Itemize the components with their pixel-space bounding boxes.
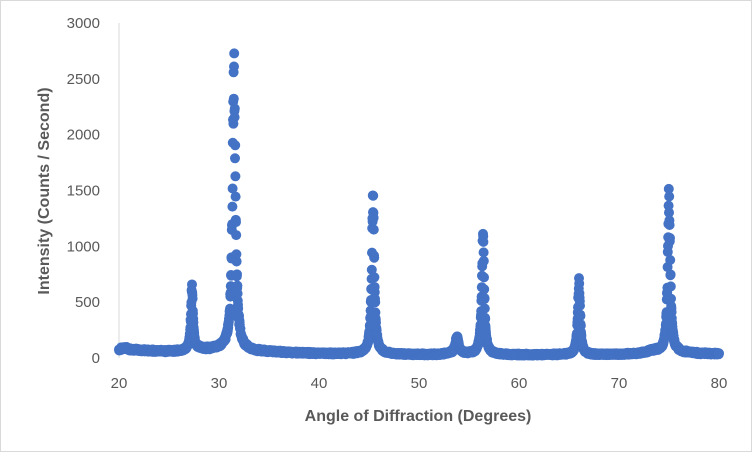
x-tick-label: 50: [411, 375, 428, 392]
data-point: [187, 293, 198, 304]
data-point: [665, 281, 676, 292]
data-point: [368, 224, 379, 235]
data-point: [665, 269, 676, 280]
data-point: [227, 183, 238, 194]
y-tick-label: 2500: [67, 71, 100, 88]
data-point: [479, 284, 490, 295]
data-point: [714, 348, 724, 359]
x-axis-title: Angle of Diffraction (Degrees): [305, 408, 532, 425]
data-point: [229, 48, 240, 59]
data-point: [368, 190, 379, 201]
data-point: [227, 201, 238, 212]
y-tick-labels: 0 500 1000 1500 2000 2500 3000: [67, 15, 100, 367]
x-tick-label: 80: [711, 375, 728, 392]
data-point: [232, 269, 242, 280]
data-point: [478, 236, 489, 247]
y-tick-label: 500: [75, 294, 100, 311]
data-point: [479, 303, 490, 314]
data-point: [366, 264, 377, 275]
data-point: [664, 219, 675, 230]
data-point: [478, 247, 489, 258]
data-point: [230, 140, 241, 151]
x-tick-label: 20: [111, 375, 128, 392]
data-point: [231, 256, 242, 267]
data-point: [230, 153, 240, 164]
data-point: [574, 278, 585, 289]
data-point: [231, 217, 241, 228]
data-point: [368, 212, 379, 223]
y-tick-label: 0: [92, 350, 100, 367]
x-tick-label: 60: [511, 375, 528, 392]
data-point: [370, 297, 381, 308]
x-tick-label: 70: [611, 375, 628, 392]
data-point: [479, 272, 489, 283]
data-point: [575, 310, 586, 321]
data-point: [187, 279, 197, 290]
y-axis-title: Intensity (Counts / Second): [36, 87, 53, 294]
x-tick-label: 40: [311, 375, 328, 392]
y-tick-label: 2000: [67, 127, 100, 144]
data-point: [229, 61, 239, 72]
data-point: [232, 288, 243, 299]
y-tick-label: 1500: [67, 183, 100, 200]
data-point: [225, 303, 235, 314]
data-point: [665, 233, 675, 244]
data-point: [665, 255, 676, 265]
data-point: [369, 252, 380, 263]
data-point: [664, 207, 674, 218]
data-point: [231, 230, 242, 241]
data-point: [575, 300, 585, 311]
data-point: [231, 249, 242, 260]
data-point: [230, 191, 241, 202]
y-tick-label: 1000: [67, 238, 100, 255]
data-point: [230, 171, 241, 182]
data-point: [229, 112, 240, 123]
data-point: [228, 93, 239, 104]
data-point: [232, 280, 243, 291]
data-point: [663, 183, 674, 194]
y-tick-label: 3000: [67, 15, 100, 32]
data-points: [114, 48, 724, 361]
data-point: [479, 293, 490, 304]
x-tick-label: 30: [211, 375, 228, 392]
data-point: [664, 191, 675, 202]
data-point: [369, 272, 380, 283]
x-tick-labels: 20 30 40 50 60 70 80: [111, 375, 728, 392]
data-point: [666, 293, 676, 304]
data-point: [229, 103, 240, 114]
data-point: [478, 255, 489, 266]
